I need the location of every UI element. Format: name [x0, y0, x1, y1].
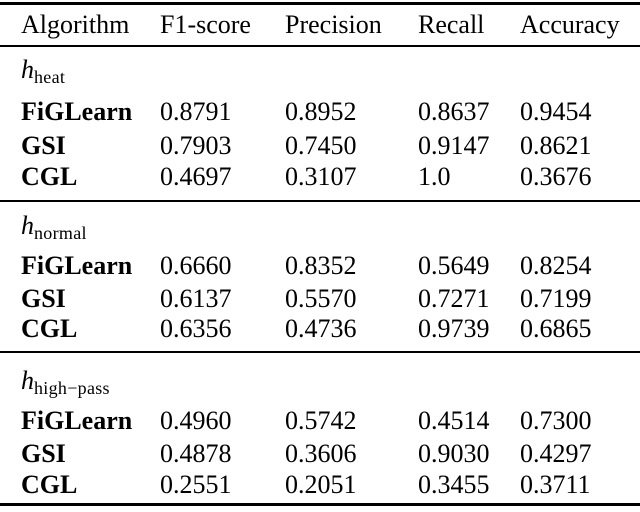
column-header-recall: Recall: [418, 10, 485, 39]
recall-value: 0.7271: [418, 284, 490, 313]
precision-value: 0.7450: [285, 131, 357, 160]
section-label-h-normal: hnormal: [0, 211, 640, 243]
column-header-precision: Precision: [285, 10, 382, 39]
f1-score-value: 0.4697: [160, 162, 232, 191]
algorithm-name: GSI: [21, 284, 66, 313]
filter-symbol: h: [21, 366, 34, 395]
accuracy-value: 0.6865: [520, 314, 592, 343]
header-bottom-rule: [0, 45, 640, 47]
recall-value: 0.3455: [418, 470, 490, 499]
precision-value: 0.5570: [285, 284, 357, 313]
section-label-h-high-pass: hhigh−pass: [0, 366, 640, 398]
table-row-cgl-high-pass: CGL 0.2551 0.2051 0.3455 0.3711: [0, 470, 640, 500]
accuracy-value: 0.9454: [520, 97, 592, 126]
section-1-bottom-rule: [0, 200, 640, 202]
precision-value: 0.8352: [285, 251, 357, 280]
precision-value: 0.8952: [285, 97, 357, 126]
accuracy-value: 0.8254: [520, 251, 592, 280]
precision-value: 0.3606: [285, 439, 357, 468]
table-row-figlearn-normal: FiGLearn 0.6660 0.8352 0.5649 0.8254: [0, 251, 640, 281]
f1-score-value: 0.2551: [160, 470, 232, 499]
f1-score-value: 0.4878: [160, 439, 232, 468]
filter-symbol: h: [21, 55, 34, 84]
recall-value: 0.9030: [418, 439, 490, 468]
table-row-gsi-heat: GSI 0.7903 0.7450 0.9147 0.8621: [0, 131, 640, 161]
table-bottom-rule: [0, 503, 640, 506]
f1-score-value: 0.4960: [160, 406, 232, 435]
precision-value: 0.2051: [285, 470, 357, 499]
precision-value: 0.3107: [285, 162, 357, 191]
accuracy-value: 0.7199: [520, 284, 592, 313]
table-top-rule: [0, 2, 640, 5]
filter-label: hhigh−pass: [21, 366, 160, 398]
f1-score-value: 0.7903: [160, 131, 232, 160]
filter-subscript: heat: [34, 67, 66, 87]
accuracy-value: 0.8621: [520, 131, 592, 160]
table-row-figlearn-high-pass: FiGLearn 0.4960 0.5742 0.4514 0.7300: [0, 406, 640, 436]
algorithm-name: GSI: [21, 439, 66, 468]
algorithm-name: FiGLearn: [21, 97, 133, 126]
column-header-accuracy: Accuracy: [520, 10, 620, 39]
algorithm-name: CGL: [21, 314, 78, 343]
table-row-figlearn-heat: FiGLearn 0.8791 0.8952 0.8637 0.9454: [0, 97, 640, 127]
f1-score-value: 0.6660: [160, 251, 232, 280]
table-row-gsi-normal: GSI 0.6137 0.5570 0.7271 0.7199: [0, 284, 640, 314]
precision-value: 0.5742: [285, 406, 357, 435]
algorithm-name: CGL: [21, 162, 78, 191]
filter-subscript: high−pass: [34, 378, 110, 398]
f1-score-value: 0.6356: [160, 314, 232, 343]
recall-value: 1.0: [418, 162, 451, 191]
filter-label: hheat: [21, 55, 160, 87]
recall-value: 0.9147: [418, 131, 490, 160]
column-header-algorithm: Algorithm: [21, 10, 130, 39]
table-row-cgl-normal: CGL 0.6356 0.4736 0.9739 0.6865: [0, 314, 640, 344]
filter-subscript: normal: [34, 223, 87, 243]
recall-value: 0.5649: [418, 251, 490, 280]
recall-value: 0.9739: [418, 314, 490, 343]
table-row-gsi-high-pass: GSI 0.4878 0.3606 0.9030 0.4297: [0, 439, 640, 469]
filter-symbol: h: [21, 211, 34, 240]
table-row-cgl-heat: CGL 0.4697 0.3107 1.0 0.3676: [0, 162, 640, 192]
recall-value: 0.8637: [418, 97, 490, 126]
section-2-bottom-rule: [0, 351, 640, 353]
column-header-f1-score: F1-score: [160, 10, 251, 39]
section-label-h-heat: hheat: [0, 55, 640, 87]
f1-score-value: 0.8791: [160, 97, 232, 126]
table-header-row: Algorithm F1-score Precision Recall Accu…: [0, 10, 640, 40]
algorithm-name: FiGLearn: [21, 251, 133, 280]
recall-value: 0.4514: [418, 406, 490, 435]
algorithm-name: FiGLearn: [21, 406, 133, 435]
accuracy-value: 0.3676: [520, 162, 592, 191]
f1-score-value: 0.6137: [160, 284, 232, 313]
accuracy-value: 0.3711: [520, 470, 591, 499]
precision-value: 0.4736: [285, 314, 357, 343]
algorithm-name: CGL: [21, 470, 78, 499]
accuracy-value: 0.4297: [520, 439, 592, 468]
accuracy-value: 0.7300: [520, 406, 592, 435]
algorithm-name: GSI: [21, 131, 66, 160]
filter-label: hnormal: [21, 211, 160, 243]
